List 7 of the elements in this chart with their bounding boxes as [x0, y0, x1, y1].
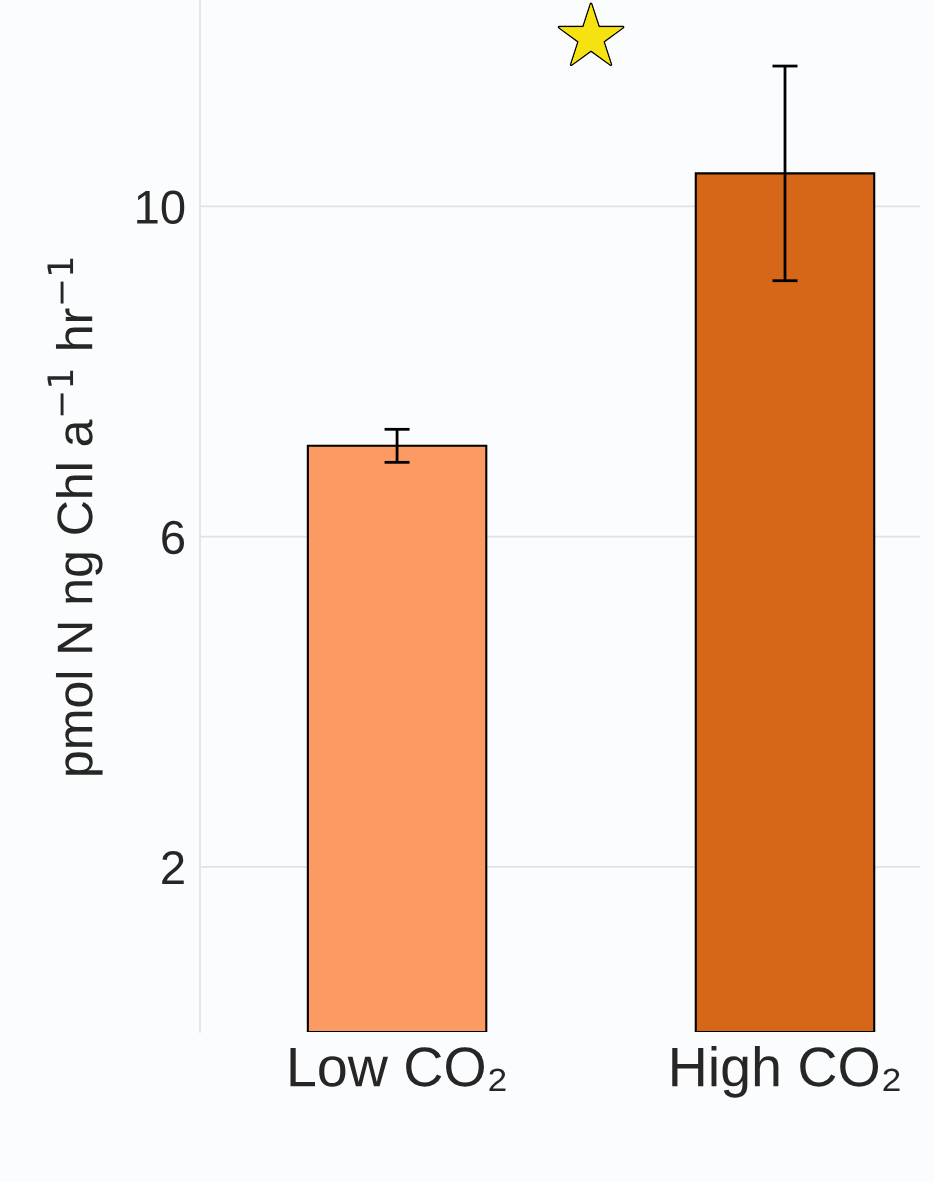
x-tick-label: Low CO₂ [290, 1047, 506, 1091]
y-tick-label: 10 [137, 190, 185, 224]
y-tick-label: 6 [162, 520, 185, 555]
x-tick-label: High CO₂ [672, 1045, 900, 1098]
y-axis-title: pmol N ng Chl a$^{−1}$ hr$^{−1}$ [47, 258, 103, 775]
y-tick-label: 2 [162, 851, 184, 884]
annotation: ★ [559, 4, 623, 65]
